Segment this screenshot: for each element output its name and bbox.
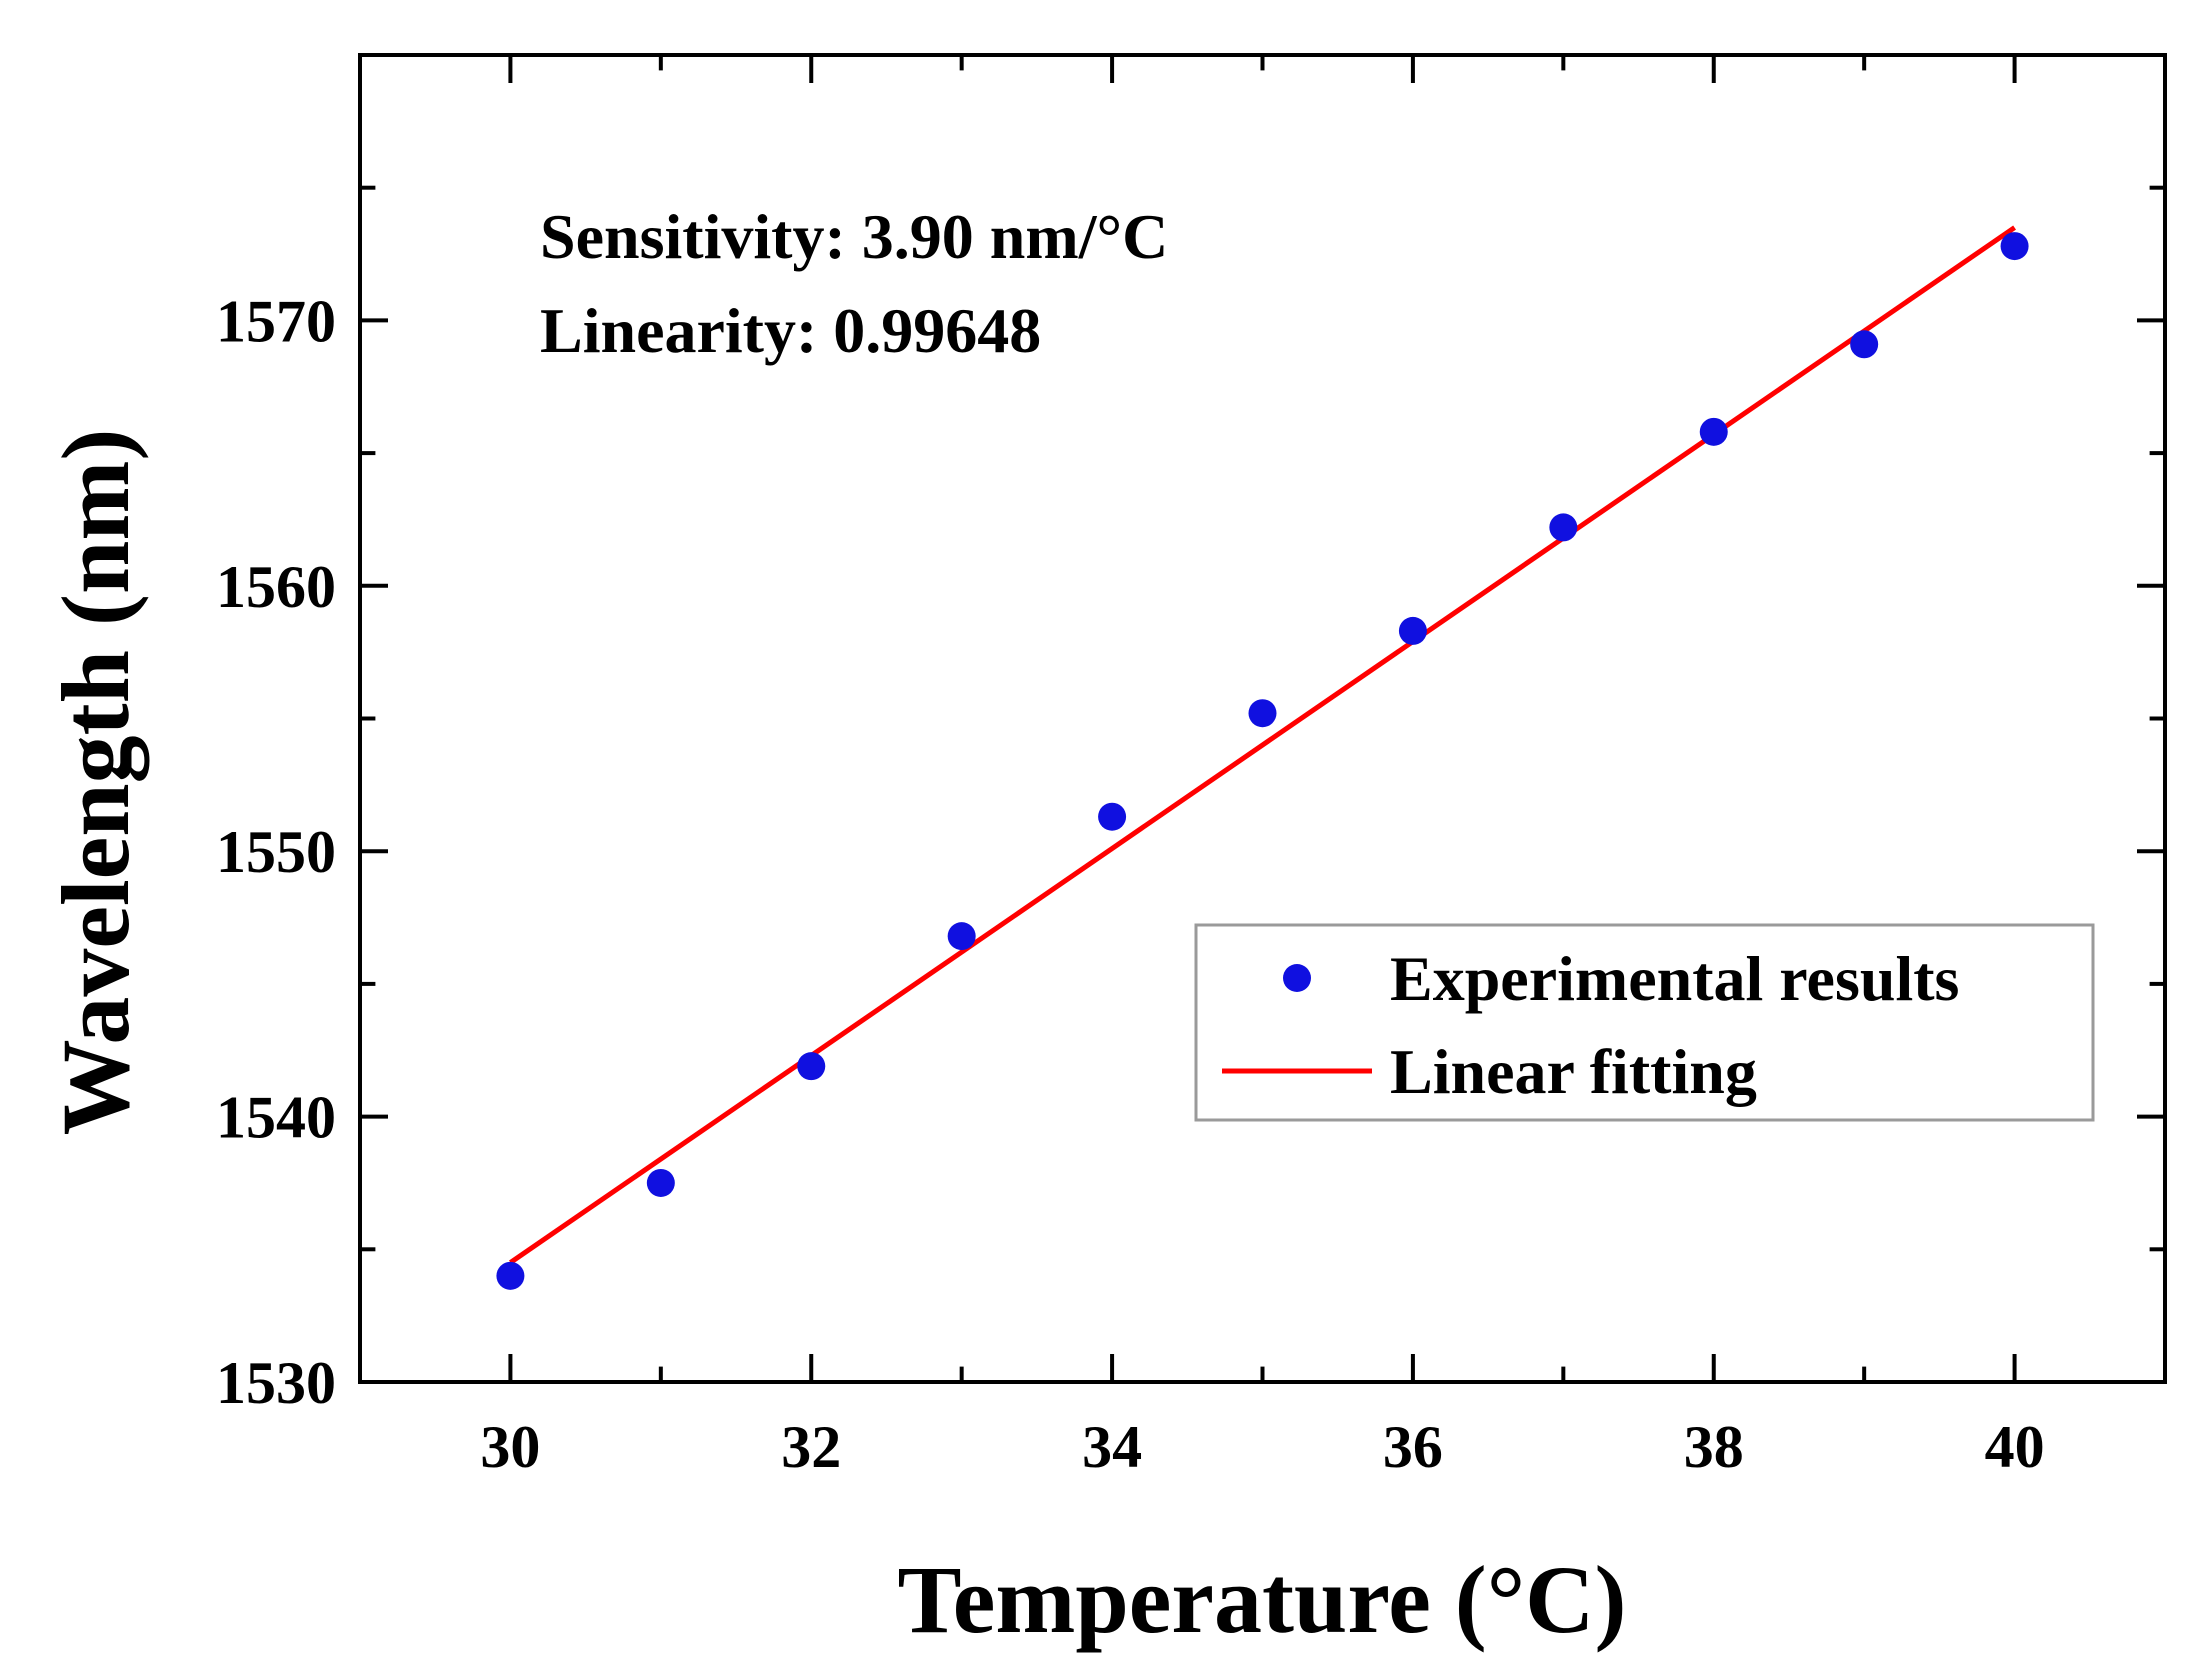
axis-tick-labels: 30 32 34 36 38 40 1530 1540 1550 1560 1570: [216, 288, 2045, 1480]
x-tick-label: 34: [1082, 1414, 1142, 1480]
sensitivity-annotation: Sensitivity: 3.90 nm/°C: [540, 201, 1168, 272]
data-point: [1850, 330, 1879, 359]
data-point: [947, 922, 976, 951]
y-tick-label: 1540: [216, 1085, 336, 1151]
x-tick-label: 36: [1383, 1414, 1443, 1480]
data-point: [1248, 699, 1277, 728]
linearity-annotation: Linearity: 0.99648: [540, 295, 1041, 366]
x-tick-label: 30: [480, 1414, 540, 1480]
legend: Experimental results Linear fitting: [1194, 923, 2095, 1122]
linear-fit-line: [508, 225, 2017, 1265]
y-tick-label: 1550: [216, 819, 336, 885]
y-tick-label: 1570: [216, 288, 336, 354]
y-axis-title: Wavelength (nm): [42, 429, 149, 1136]
legend-box: [1194, 923, 2095, 1122]
y-tick-label: 1560: [216, 554, 336, 620]
y-tick-label: 1530: [216, 1350, 336, 1416]
data-points-layer: [496, 232, 2029, 1290]
legend-label-experimental: Experimental results: [1390, 943, 1959, 1014]
data-point: [496, 1261, 525, 1290]
data-point: [1398, 616, 1427, 645]
legend-label-linear-fit: Linear fitting: [1390, 1036, 1757, 1107]
data-point: [646, 1168, 675, 1197]
data-point: [1699, 417, 1728, 446]
data-point: [2000, 232, 2029, 261]
data-point: [1549, 513, 1578, 542]
x-tick-label: 32: [781, 1414, 841, 1480]
x-tick-label: 40: [1985, 1414, 2045, 1480]
fit-line-layer: [508, 225, 2017, 1265]
x-axis-title: Temperature (°C): [898, 1546, 1627, 1653]
legend-marker-experimental: [1283, 964, 1311, 992]
data-point: [1098, 802, 1127, 831]
data-point: [797, 1052, 826, 1081]
x-tick-label: 38: [1684, 1414, 1744, 1480]
axis-ticks: [360, 55, 2165, 1382]
